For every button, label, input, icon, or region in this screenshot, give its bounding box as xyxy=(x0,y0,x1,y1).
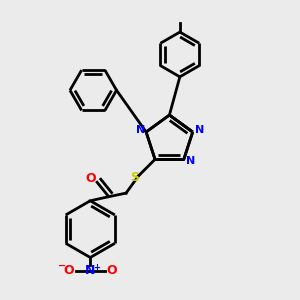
Text: S: S xyxy=(130,171,139,184)
Text: O: O xyxy=(64,264,74,278)
Text: O: O xyxy=(106,264,117,278)
Text: N: N xyxy=(136,124,146,135)
Text: N: N xyxy=(85,264,95,278)
Text: N: N xyxy=(186,156,195,166)
Text: −: − xyxy=(58,261,66,271)
Text: O: O xyxy=(85,172,96,185)
Text: N: N xyxy=(195,125,204,136)
Text: +: + xyxy=(93,263,100,272)
